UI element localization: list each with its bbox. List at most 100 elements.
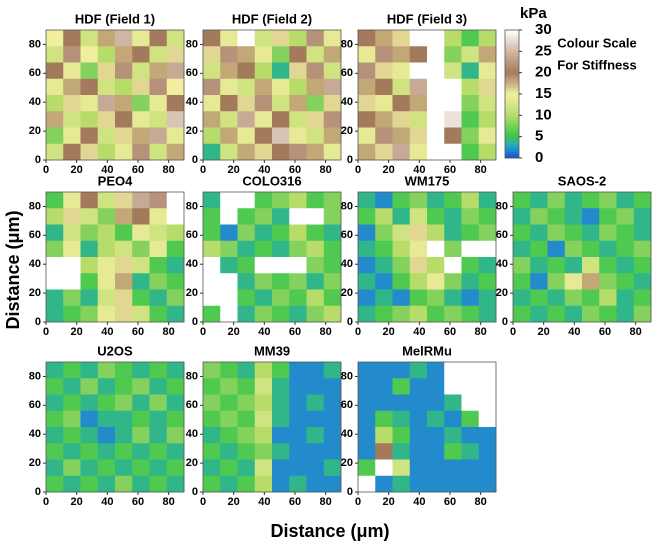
heatmap-cell: [616, 273, 635, 290]
heatmap-cell: [46, 273, 64, 290]
heatmap-cell: [427, 62, 445, 80]
heatmap-cell: [392, 46, 411, 63]
heatmap-cell: [358, 427, 376, 444]
heatmap-cell: [149, 46, 168, 63]
heatmap-cell: [166, 46, 185, 63]
heatmap-cell: [358, 30, 376, 47]
heatmap-cell: [132, 78, 150, 96]
heatmap-cell: [220, 143, 238, 161]
colorbar-note: Colour Scale: [557, 35, 636, 50]
heatmap-cell: [237, 224, 256, 242]
heatmap-cell: [203, 224, 221, 242]
heatmap-cell: [289, 394, 307, 412]
heatmap-cell: [115, 62, 133, 80]
colorbar-segment: [505, 83, 519, 86]
heatmap-cell: [392, 427, 411, 444]
heatmap-cell: [80, 192, 99, 209]
heatmap-cell: [513, 240, 531, 258]
heatmap-cell: [427, 257, 445, 274]
heatmap-cell: [375, 208, 393, 225]
heatmap-cell: [237, 459, 256, 477]
heatmap-cell: [97, 305, 116, 323]
heatmap-cell: [63, 427, 81, 444]
y-tick-label: 20: [341, 125, 353, 137]
heatmap-cell: [254, 143, 273, 161]
panel-title: MelRMu: [402, 343, 452, 358]
heatmap-cell: [461, 273, 480, 290]
heatmap-cell: [444, 273, 462, 290]
heatmap-cell: [63, 46, 81, 63]
heatmap-cell: [115, 289, 133, 307]
heatmap-cell: [132, 427, 150, 444]
colorbar-note: For Stiffness: [557, 57, 636, 72]
heatmap-cell: [289, 78, 307, 96]
colorbar-segment: [505, 91, 519, 95]
heatmap-cell: [97, 111, 116, 128]
colorbar-segment: [505, 108, 519, 112]
y-tick-label: 20: [341, 287, 353, 299]
colorbar-segment: [505, 44, 519, 48]
heatmap-cell: [323, 305, 342, 323]
x-tick-label: 0: [200, 326, 206, 338]
heatmap-cell: [132, 394, 150, 412]
heatmap-cell: [63, 78, 81, 96]
heatmap-cell: [547, 305, 566, 323]
heatmap-cell: [254, 443, 273, 460]
heatmap-cell: [478, 443, 497, 460]
heatmap-cell: [254, 208, 273, 225]
heatmap-cell: [616, 240, 635, 258]
heatmap-cell: [409, 427, 428, 444]
heatmap-cell: [392, 475, 411, 493]
heatmap-cell: [478, 289, 497, 307]
heatmap-cell: [149, 30, 168, 47]
heatmap-cell: [461, 78, 480, 96]
heatmap-cell: [166, 224, 185, 242]
heatmap-cell: [427, 459, 445, 477]
heatmap-cell: [599, 208, 617, 225]
heatmap-cell: [375, 362, 393, 379]
heatmap-cell: [323, 208, 342, 225]
colorbar-segment: [505, 126, 519, 129]
heatmap-cell: [616, 192, 635, 209]
heatmap-cell: [358, 443, 376, 460]
heatmap-cell: [237, 443, 256, 460]
colorbar-segment: [505, 57, 519, 61]
colorbar-segment: [505, 64, 519, 67]
heatmap-cell: [289, 240, 307, 258]
heatmap-cell: [409, 143, 428, 161]
heatmap-cell: [375, 127, 393, 145]
heatmap-cell: [409, 127, 428, 145]
heatmap-cell: [375, 394, 393, 412]
heatmap-cell: [80, 111, 99, 128]
heatmap-cell: [306, 378, 325, 395]
x-tick-label: 0: [355, 496, 361, 508]
heatmap-cell: [63, 208, 81, 225]
heatmap-cell: [149, 240, 168, 258]
heatmap-cell: [254, 62, 273, 80]
heatmap-cell: [237, 127, 256, 145]
x-tick-label: 20: [383, 496, 395, 508]
y-tick-label: 20: [29, 457, 41, 469]
heatmap-cell: [220, 208, 238, 225]
heatmap-cell: [478, 78, 497, 96]
colorbar-segment: [505, 140, 519, 144]
heatmap-cell: [46, 257, 64, 274]
heatmap-cell: [478, 46, 497, 63]
heatmap-cell: [80, 62, 99, 80]
colorbar-segment: [505, 40, 519, 44]
y-tick-label: 60: [341, 67, 353, 79]
heatmap-cell: [132, 378, 150, 395]
heatmap-cell: [46, 30, 64, 47]
heatmap-cell: [513, 257, 531, 274]
heatmap-cell: [306, 208, 325, 225]
heatmap-cell: [306, 192, 325, 209]
heatmap-cell: [392, 289, 411, 307]
heatmap-cell: [409, 475, 428, 493]
y-tick-label: 0: [347, 316, 353, 328]
heatmap-cell: [582, 305, 600, 323]
heatmap-cell: [633, 208, 652, 225]
heatmap-cell: [97, 127, 116, 145]
heatmap-cell: [289, 30, 307, 47]
y-tick-label: 80: [341, 38, 353, 50]
heatmap-cell: [272, 111, 290, 128]
